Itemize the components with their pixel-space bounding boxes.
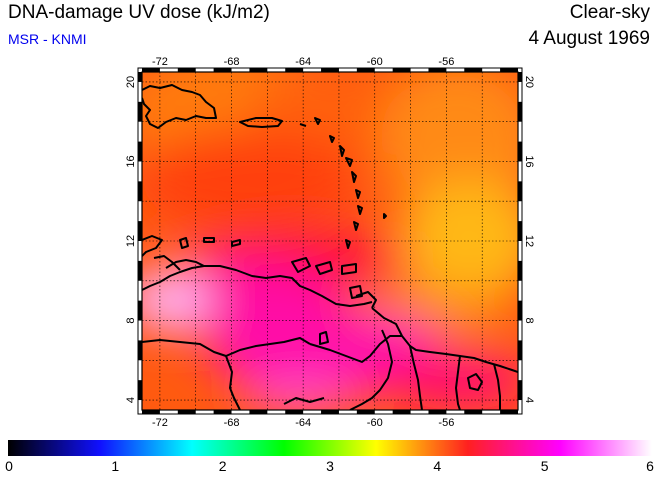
lat-tick-label-left: 12 — [125, 235, 137, 247]
frame-check — [285, 68, 304, 72]
credit-label: MSR - KNMI — [8, 31, 87, 47]
lon-tick-label-bottom: -60 — [367, 417, 383, 429]
colorbar-label: 3 — [326, 458, 334, 474]
frame-check — [213, 68, 232, 72]
date-label: 4 August 1969 — [528, 28, 651, 49]
uv-dose-map: -72 -72 -68 -68 -64 -64 -60 -60 -56 -56 4 4 8 8 12 12 16… — [125, 56, 535, 429]
colorbar-label: 6 — [646, 458, 654, 474]
lon-tick-label-bottom: -64 — [295, 417, 311, 429]
frame-check — [138, 181, 142, 202]
frame-check — [138, 340, 142, 361]
frame-check — [321, 410, 339, 414]
frame-check — [500, 410, 518, 414]
frame-check — [177, 410, 196, 414]
lat-tick-label-left: 20 — [125, 76, 137, 88]
lat-tick-label-left: 8 — [125, 317, 137, 323]
frame-check — [518, 380, 522, 401]
frame-check — [285, 410, 304, 414]
frame-check — [138, 221, 142, 241]
frame-check — [518, 141, 522, 162]
colorbar-label: 2 — [218, 458, 227, 474]
frame-check — [518, 340, 522, 361]
frame-check — [428, 68, 447, 72]
colorbar-label: 5 — [540, 458, 549, 474]
map-title: DNA-damage UV dose (kJ/m2) — [8, 2, 270, 23]
lat-tick-label-right: 8 — [523, 317, 535, 323]
lat-tick-label-right: 16 — [523, 155, 535, 167]
lon-tick-label-bottom: -68 — [224, 417, 240, 429]
lon-tick-label-top: -72 — [152, 56, 168, 68]
frame-ticks — [138, 68, 522, 414]
frame-check — [249, 410, 268, 414]
lat-tick-label-left: 4 — [125, 397, 137, 403]
lat-tick-label-right: 4 — [523, 397, 535, 403]
frame-check — [213, 410, 232, 414]
frame-check — [500, 68, 518, 72]
frame-check — [518, 72, 522, 82]
tick-labels: -72 -72 -68 -68 -64 -64 -60 -60 -56 -56 4 4 8 8 12 12 16… — [125, 56, 535, 429]
frame-check — [142, 410, 160, 414]
dose-field — [142, 72, 518, 410]
lon-tick-label-bottom: -56 — [438, 417, 454, 429]
frame-check — [464, 410, 483, 414]
frame-check — [138, 260, 142, 281]
frame-check — [138, 380, 142, 401]
colorbar-gradient — [8, 440, 652, 456]
colorbar — [8, 440, 652, 456]
frame-check — [138, 141, 142, 162]
lon-tick-label-top: -64 — [295, 56, 311, 68]
frame-check — [518, 300, 522, 321]
frame-check — [356, 68, 375, 72]
frame-check — [464, 68, 483, 72]
frame-check — [518, 101, 522, 122]
sky-condition-label: Clear-sky — [569, 2, 650, 23]
frame-check — [392, 410, 411, 414]
frame-check — [392, 68, 411, 72]
lon-tick-label-bottom: -72 — [152, 417, 168, 429]
colorbar-label: 0 — [5, 458, 13, 474]
colorbar-label: 4 — [433, 458, 442, 474]
lon-tick-label-top: -68 — [224, 56, 240, 68]
graticule — [142, 72, 518, 410]
frame-check — [249, 68, 268, 72]
frame-check — [518, 181, 522, 202]
frame-check — [518, 260, 522, 281]
frame-check — [177, 68, 196, 72]
frame-check — [428, 410, 447, 414]
lon-tick-label-top: -60 — [367, 56, 383, 68]
frame-check — [138, 300, 142, 321]
frame-check — [518, 221, 522, 241]
frame-check — [321, 68, 339, 72]
frame-check — [356, 410, 375, 414]
lat-tick-label-right: 12 — [523, 235, 535, 247]
lat-tick-label-left: 16 — [125, 155, 137, 167]
frame-check — [138, 72, 142, 82]
lat-tick-label-right: 20 — [523, 76, 535, 88]
coastlines — [142, 84, 518, 410]
frame-check — [138, 101, 142, 122]
frame-check — [142, 68, 160, 72]
lon-tick-label-top: -56 — [438, 56, 454, 68]
colorbar-label: 1 — [111, 458, 120, 474]
